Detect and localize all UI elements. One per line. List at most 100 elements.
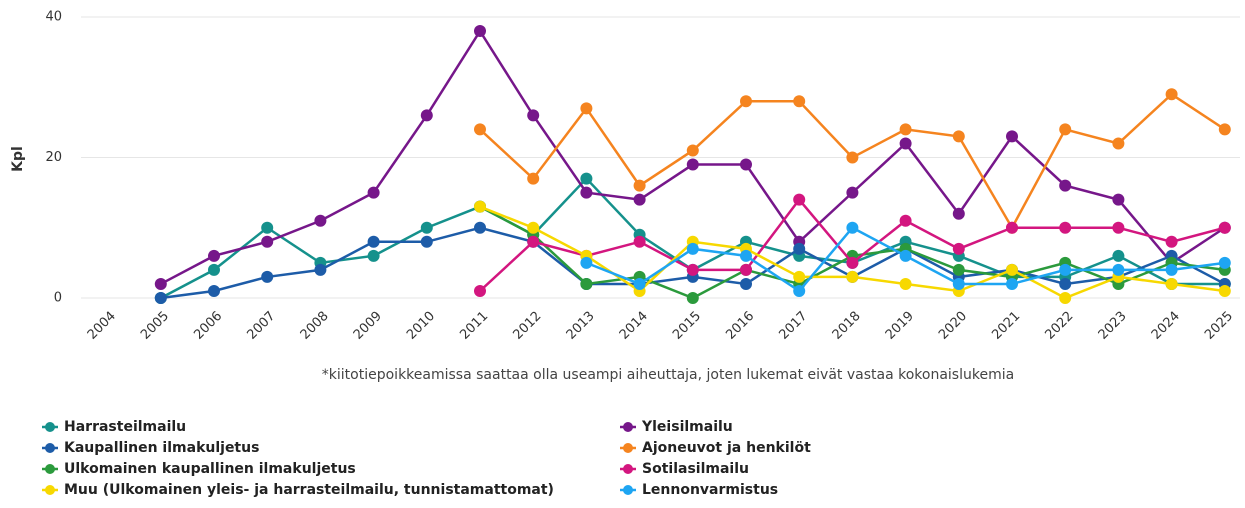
- data-point: [420, 109, 433, 122]
- data-point: [793, 284, 806, 297]
- data-point: [527, 221, 540, 234]
- data-point: [474, 200, 486, 213]
- data-point: [740, 277, 752, 290]
- data-point: [314, 214, 327, 227]
- legend-marker: [45, 485, 55, 495]
- data-point: [527, 235, 540, 248]
- legend-item: Muu (Ulkomainen yleis- ja harrasteilmail…: [42, 482, 554, 498]
- data-point: [899, 214, 912, 227]
- data-point: [1165, 277, 1178, 290]
- legend-label: Muu (Ulkomainen yleis- ja harrasteilmail…: [64, 482, 554, 498]
- data-point: [367, 186, 380, 199]
- legend-marker: [623, 485, 633, 495]
- data-point: [580, 256, 593, 269]
- x-tick-label: 2025: [1202, 309, 1236, 343]
- x-tick-label: 2021: [989, 309, 1023, 343]
- data-point: [1006, 130, 1018, 143]
- data-point: [633, 235, 646, 248]
- data-point: [208, 284, 220, 297]
- data-point: [1165, 88, 1178, 101]
- data-point: [793, 270, 806, 283]
- data-point: [686, 144, 699, 157]
- data-point: [208, 249, 220, 262]
- legend-label: Ulkomainen kaupallinen ilmakuljetus: [64, 461, 356, 477]
- legend-marker: [45, 464, 55, 474]
- data-point: [793, 242, 806, 255]
- data-point: [899, 277, 912, 290]
- data-point: [474, 284, 486, 297]
- legend-item: Ajoneuvot ja henkilöt: [620, 440, 811, 456]
- data-point: [952, 263, 965, 276]
- data-point: [580, 186, 593, 199]
- data-point: [846, 270, 859, 283]
- data-point: [1059, 179, 1072, 192]
- data-point: [154, 292, 167, 304]
- data-point: [527, 109, 540, 122]
- data-point: [367, 249, 380, 262]
- x-tick-label: 2017: [776, 309, 810, 343]
- data-point: [580, 102, 593, 115]
- data-point: [367, 235, 380, 248]
- data-point: [1059, 292, 1072, 304]
- x-tick-label: 2019: [883, 309, 917, 343]
- data-point: [1165, 263, 1178, 276]
- legend-item: Sotilasilmailu: [620, 461, 749, 477]
- legend-item: Lennonvarmistus: [620, 482, 778, 498]
- data-point: [633, 179, 646, 192]
- x-tick-label: 2004: [85, 309, 119, 343]
- data-point: [474, 25, 486, 38]
- x-tick-label: 2014: [617, 309, 651, 343]
- legend-marker: [45, 422, 55, 432]
- y-tick-label: 0: [54, 291, 62, 306]
- data-point: [1059, 221, 1072, 234]
- data-point: [1059, 263, 1072, 276]
- legend-label: Kaupallinen ilmakuljetus: [64, 440, 259, 456]
- legend-marker: [623, 464, 633, 474]
- data-point: [1218, 284, 1231, 297]
- data-point: [527, 172, 540, 185]
- data-point: [952, 130, 965, 143]
- data-point: [686, 158, 699, 171]
- x-tick-label: 2010: [404, 309, 438, 343]
- data-point: [1112, 193, 1125, 206]
- data-point: [846, 186, 859, 199]
- data-point: [846, 151, 859, 164]
- x-tick-label: 2008: [298, 309, 332, 343]
- x-tick-label: 2023: [1096, 309, 1130, 343]
- data-point: [1112, 221, 1125, 234]
- x-tick-label: 2022: [1042, 309, 1076, 343]
- data-point: [793, 193, 806, 206]
- legend-item: Yleisilmailu: [620, 419, 733, 435]
- y-tick-label: 40: [45, 10, 62, 25]
- legend-label: Sotilasilmailu: [642, 461, 749, 477]
- y-tick-label: 20: [45, 150, 62, 165]
- data-point: [208, 263, 220, 276]
- data-point: [633, 277, 646, 290]
- x-tick-label: 2024: [1149, 309, 1183, 343]
- legend-marker: [45, 443, 55, 453]
- data-point: [1218, 221, 1231, 234]
- data-point: [952, 242, 965, 255]
- data-point: [899, 249, 912, 262]
- data-point: [1006, 277, 1018, 290]
- data-point: [740, 263, 752, 276]
- x-tick-label: 2016: [723, 309, 757, 343]
- legend-label: Ajoneuvot ja henkilöt: [642, 440, 811, 456]
- data-point: [1006, 221, 1018, 234]
- data-point: [899, 137, 912, 150]
- x-tick-label: 2009: [351, 309, 385, 343]
- data-point: [1059, 123, 1072, 136]
- data-point: [740, 249, 752, 262]
- legend-item: Ulkomainen kaupallinen ilmakuljetus: [42, 461, 356, 477]
- data-point: [261, 221, 274, 234]
- legend-label: Lennonvarmistus: [642, 482, 778, 498]
- legend-item: Kaupallinen ilmakuljetus: [42, 440, 259, 456]
- x-tick-label: 2005: [138, 309, 172, 343]
- x-tick-label: 2020: [936, 309, 970, 343]
- data-point: [420, 235, 433, 248]
- legend-label: Harrasteilmailu: [64, 419, 186, 435]
- data-point: [1006, 263, 1018, 276]
- data-point: [314, 263, 327, 276]
- legend-marker: [623, 443, 633, 453]
